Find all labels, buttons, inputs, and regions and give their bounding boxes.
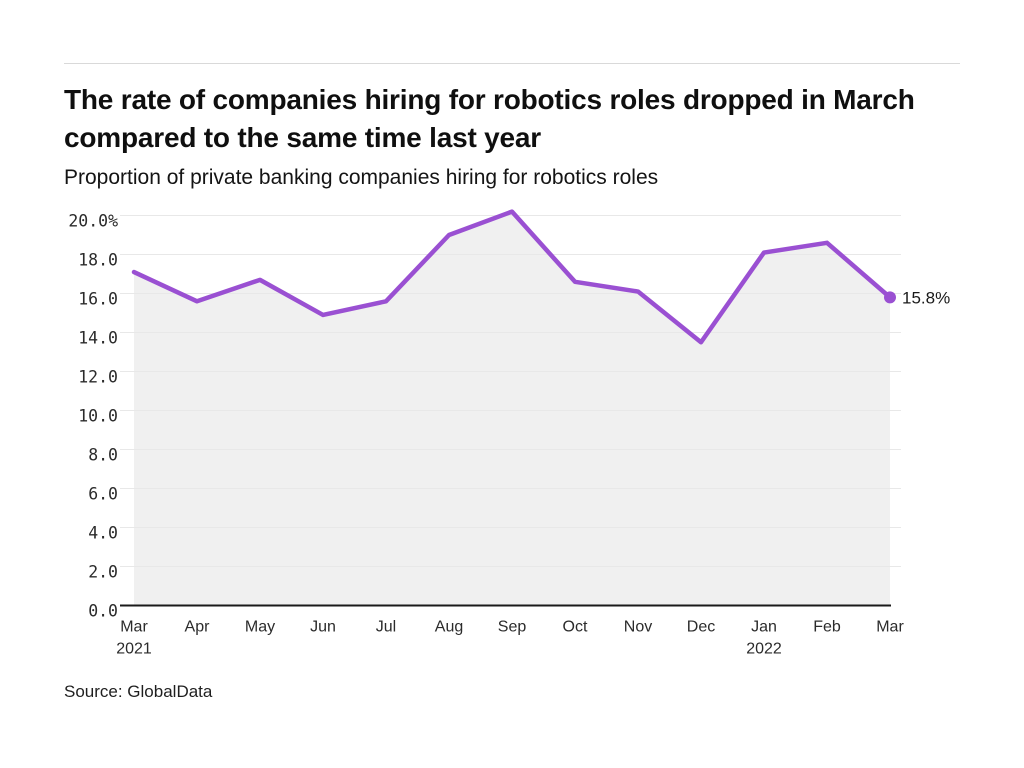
x-tick-year-label: 2021 <box>116 641 152 658</box>
x-tick-label: Apr <box>185 619 211 636</box>
x-tick-label: Mar <box>120 619 148 636</box>
end-point-dot <box>884 291 896 304</box>
y-tick-label: 20.0% <box>68 212 118 231</box>
x-tick-label: Jun <box>310 619 336 636</box>
y-tick-label: 0.0 <box>88 602 118 621</box>
y-tick-label: 12.0 <box>78 368 118 387</box>
x-tick-year-label: 2022 <box>746 641 782 658</box>
chart-title: The rate of companies hiring for robotic… <box>64 84 915 153</box>
y-tick-label: 4.0 <box>88 524 118 543</box>
y-tick-label: 2.0 <box>88 563 118 582</box>
source-note: Source: GlobalData <box>64 682 213 701</box>
x-tick-label: Jan <box>751 619 777 636</box>
x-tick-label: Jul <box>376 619 396 636</box>
area-fill <box>134 211 890 606</box>
chart-subtitle: Proportion of private banking companies … <box>64 166 659 189</box>
x-tick-label: Mar <box>876 619 904 636</box>
top-divider <box>64 63 960 64</box>
y-tick-label: 14.0 <box>78 329 118 348</box>
y-tick-label: 6.0 <box>88 485 118 504</box>
x-tick-label: Feb <box>813 619 841 636</box>
x-tick-label: Nov <box>624 619 652 636</box>
x-tick-label: Dec <box>687 619 715 636</box>
y-tick-label: 8.0 <box>88 446 118 465</box>
x-tick-label: Sep <box>498 619 527 636</box>
y-tick-label: 18.0 <box>78 251 118 270</box>
end-point-label: 15.8% <box>902 288 950 307</box>
x-tick-label: May <box>245 619 275 636</box>
x-tick-label: Oct <box>563 619 588 636</box>
x-tick-label: Aug <box>435 619 463 636</box>
y-tick-label: 10.0 <box>78 407 118 426</box>
y-tick-label: 16.0 <box>78 290 118 309</box>
data-line <box>131 209 893 345</box>
